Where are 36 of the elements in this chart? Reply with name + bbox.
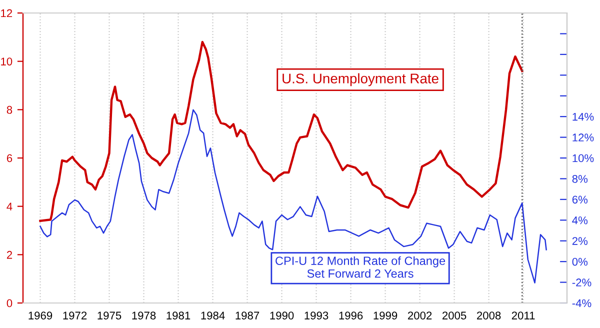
y2-tick-label: 4%	[572, 216, 588, 224]
x-tick-label: 2011	[512, 312, 535, 320]
y2-tick-label: 2%	[572, 237, 588, 245]
x-tick-label: 1990	[270, 312, 294, 320]
y2-tick-label: -4%	[572, 299, 592, 308]
y-tick-label: 4	[6, 202, 12, 210]
series-label: CPI-U 12 Month Rate of Change Set Forward 2 Years	[276, 256, 446, 278]
y2-tick-label: 0%	[572, 258, 588, 266]
x-tick-label: 2005	[442, 312, 466, 320]
y-tick-label: 0	[6, 299, 12, 308]
y2-tick-label: 14%	[572, 112, 594, 121]
y-tick-label: 2	[6, 250, 12, 259]
x-tick-label: 1978	[132, 312, 156, 320]
y-tick-label: 12	[1, 9, 12, 18]
x-tick-label: 1999	[374, 312, 398, 320]
x-tick-label: 1972	[63, 312, 87, 320]
x-tick-label: 1981	[166, 312, 190, 320]
text: U.S. Unemployment Rate	[282, 73, 438, 86]
y-tick-label: 8	[6, 106, 12, 114]
x-tick-label: 2008	[476, 312, 501, 320]
line-series	[40, 109, 547, 284]
x-tick-label: 1984	[201, 312, 225, 320]
y-tick-label: 6	[6, 154, 12, 162]
x-tick-label: 2002	[408, 312, 432, 320]
x-tick-label: 1975	[98, 312, 122, 320]
y2-tick-label: -2%	[572, 278, 592, 286]
y2-tick-label: 12%	[572, 134, 594, 142]
x-tick-label: 1993	[304, 312, 328, 320]
line-series	[39, 40, 524, 222]
y-tick-label: 10	[1, 58, 12, 66]
y2-tick-label: 8%	[572, 174, 588, 183]
x-tick-label: 1987	[236, 312, 260, 320]
y2-tick-label: 6%	[572, 196, 588, 204]
x-tick-label: 1969	[28, 312, 52, 320]
x-tick-label: 1996	[339, 312, 363, 320]
y2-tick-label: 10%	[572, 154, 594, 162]
